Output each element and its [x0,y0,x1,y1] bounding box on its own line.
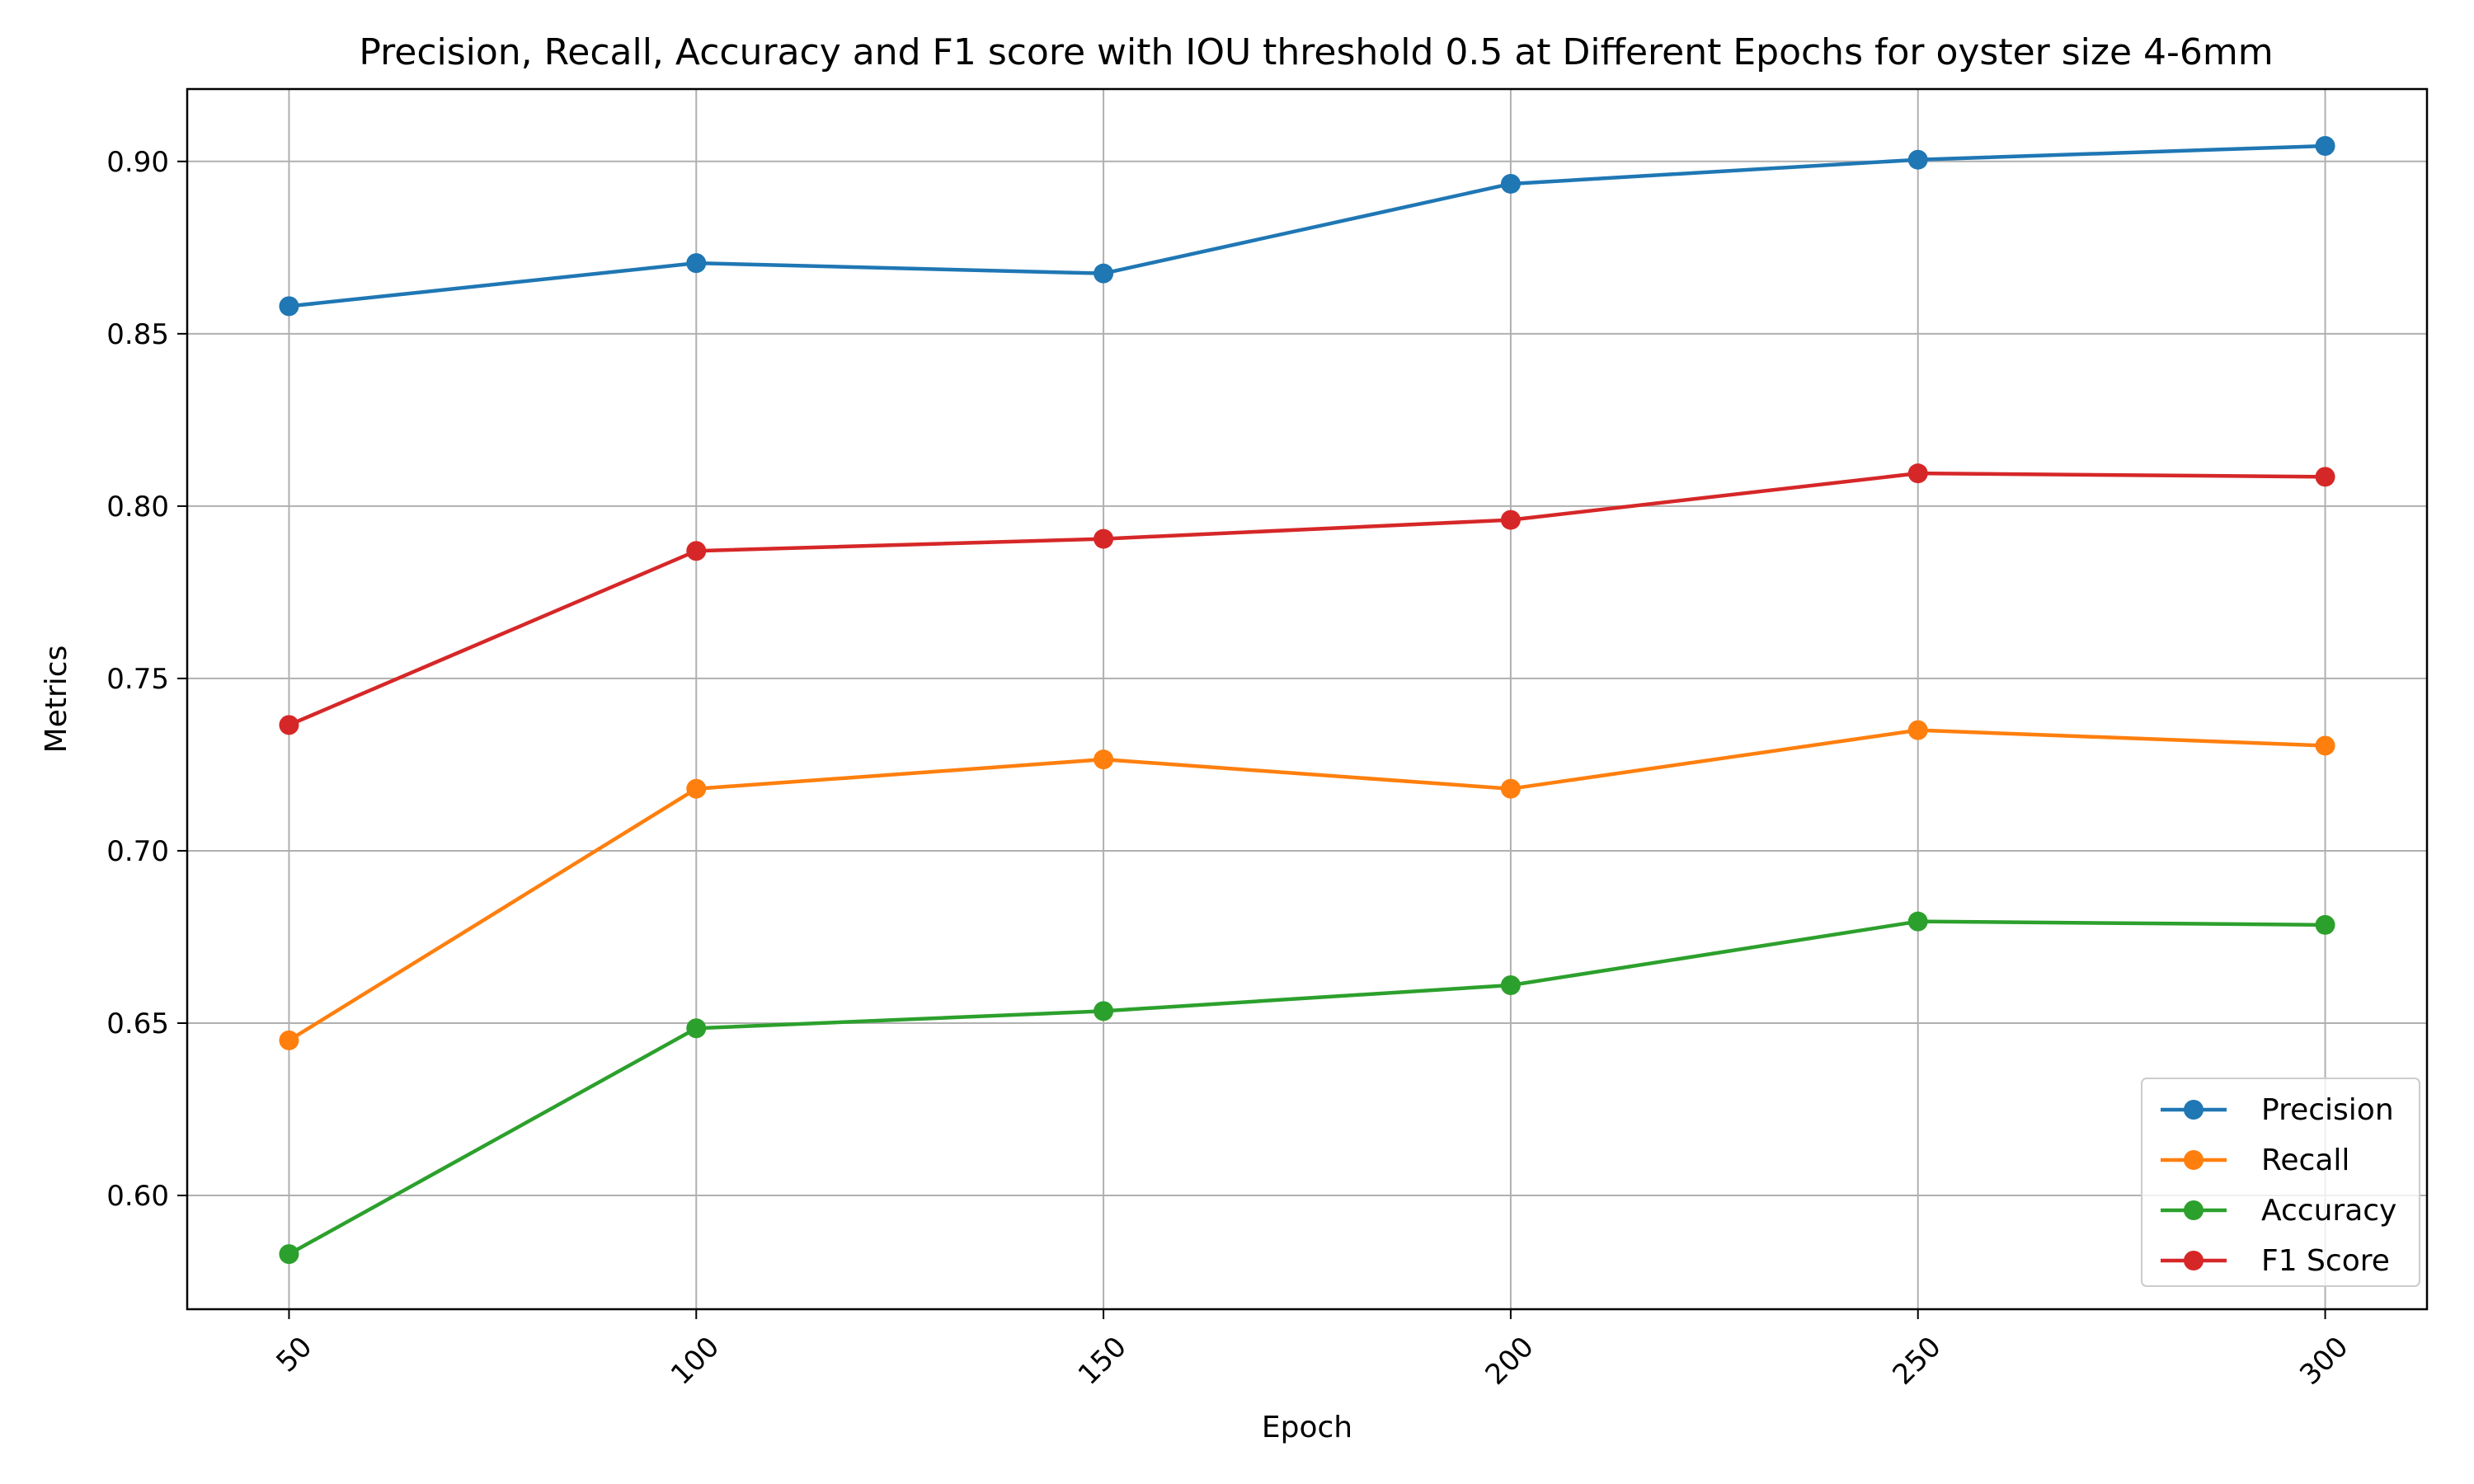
f1-score-point [279,715,299,735]
legend-box [2141,1078,2420,1287]
series-accuracy [279,911,2335,1265]
recall-point [279,1030,299,1050]
legend-item-accuracy: Accuracy [2161,1194,2396,1228]
f1-score-point [2315,467,2335,487]
y-tick-label: 0.85 [106,318,169,351]
y-axis-label: Metrics [40,646,73,754]
grid-lines [187,89,2427,1309]
x-tick-label: 300 [2293,1331,2354,1392]
x-tick-label: 250 [1886,1331,1947,1392]
recall-line [288,728,2326,1042]
legend-item-recall: Recall [2161,1144,2349,1177]
accuracy-point [2315,914,2335,935]
accuracy-point [686,1018,707,1039]
legend-label: Accuracy [2261,1194,2396,1228]
y-tick-label: 0.90 [106,146,169,179]
y-tick-label: 0.65 [106,1007,169,1040]
legend-label: Precision [2261,1093,2394,1127]
precision-point [1094,263,1114,284]
plot-area-frame [186,87,2429,1311]
series-precision [279,135,2335,317]
y-tick-label: 0.70 [106,835,169,868]
x-tick-label: 200 [1479,1331,1540,1392]
recall-point [1500,778,1521,799]
legend-marker [2184,1251,2204,1270]
f1-score-point [1094,528,1114,549]
precision-line [289,143,2326,308]
legend-marker [2184,1100,2204,1120]
accuracy-point [1094,1001,1114,1021]
legend-marker [2184,1150,2204,1170]
precision-point [1500,173,1521,194]
chart-title: Precision, Recall, Accuracy and F1 score… [359,31,2273,73]
f1-score-point [686,541,707,561]
x-axis-label: Epoch [1262,1411,1352,1444]
precision-point [2315,135,2335,156]
series-f1-score [279,463,2335,735]
x-tick-label: 100 [665,1331,726,1392]
recall-point [1094,749,1114,770]
f1-score-point [1500,510,1521,530]
series-lines [279,135,2335,1265]
legend-label: F1 Score [2261,1244,2390,1278]
legend-marker [2184,1200,2204,1220]
y-tick-label: 0.60 [106,1180,169,1213]
recall-point [686,778,707,799]
accuracy-point [1907,911,1928,932]
legend-item-precision: Precision [2161,1093,2394,1127]
series-recall [279,720,2335,1050]
legend: Precision Recall Accuracy F1 Score [2141,1078,2420,1287]
recall-point [2315,735,2335,756]
y-tick-label: 0.80 [106,491,169,524]
precision-point [279,296,299,317]
precision-point [1907,149,1928,170]
f1-score-point [1907,463,1928,484]
accuracy-point [279,1244,299,1265]
x-tick-label: 150 [1072,1331,1133,1392]
legend-item-f1-score: F1 Score [2161,1244,2390,1278]
x-tick-label: 50 [270,1331,318,1379]
y-tick-label: 0.75 [106,663,169,696]
accuracy-point [1500,975,1521,996]
f1-score-line [288,471,2326,727]
accuracy-line [288,919,2326,1256]
legend-label: Recall [2261,1144,2349,1177]
recall-point [1907,720,1928,740]
precision-point [686,253,707,274]
